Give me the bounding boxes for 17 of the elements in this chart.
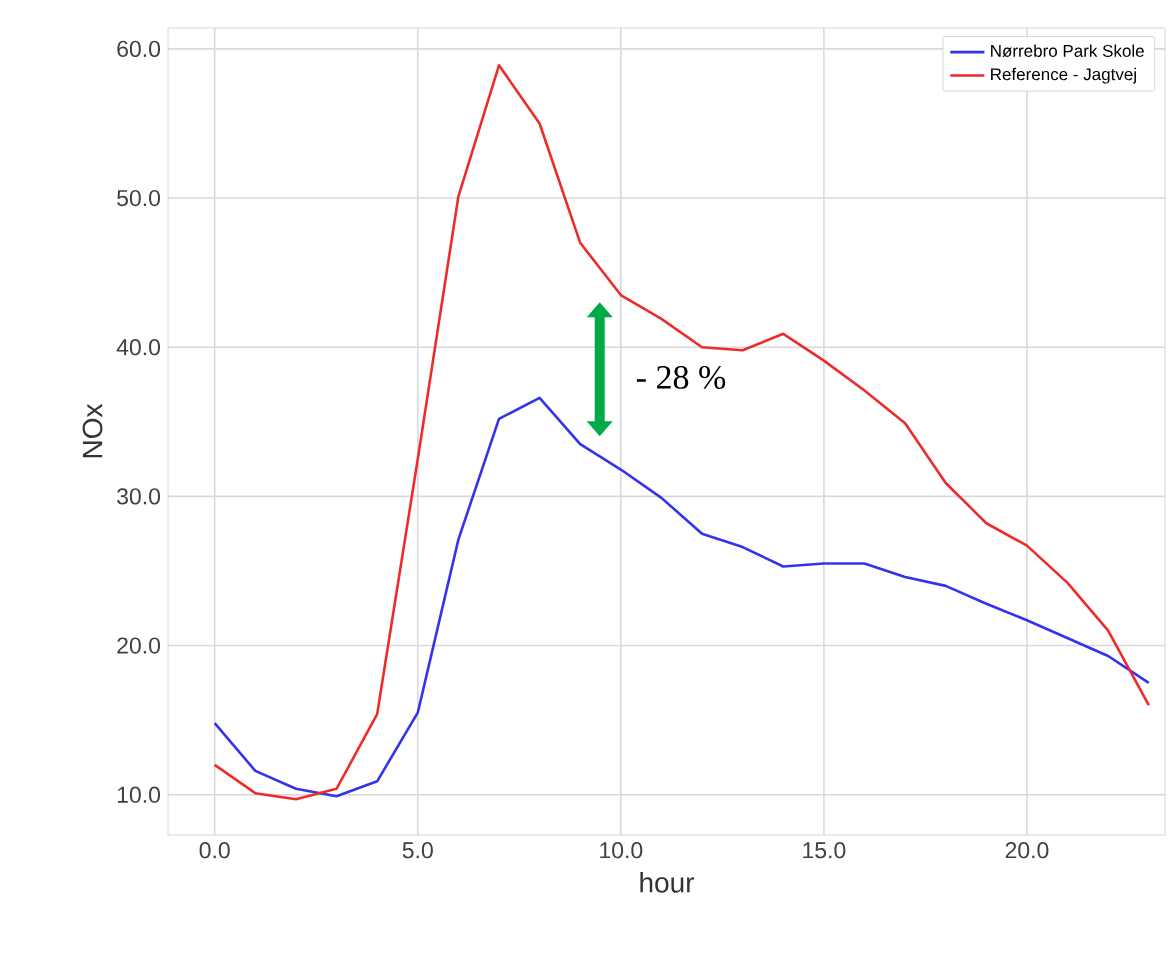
x-axis-title: hour	[640, 872, 695, 893]
x-tick-label: 20.0	[1005, 842, 1049, 859]
y-tick-label: 20.0	[117, 637, 161, 654]
x-tick-label: 0.0	[199, 842, 230, 859]
line-series	[213, 63, 1151, 801]
y-tick-label: 60.0	[117, 40, 161, 58]
annotation: - 28 %	[636, 365, 726, 389]
y-axis-title: NOx	[82, 403, 103, 458]
x-tick-label: 10.0	[600, 842, 643, 859]
legend-label: Reference - Jagtvej	[991, 67, 1136, 84]
legend-label: Nørrebro Park Skole	[991, 44, 1144, 58]
y-tick-label: 10.0	[117, 786, 161, 803]
y-tick-label: 40.0	[116, 339, 161, 356]
y-tick-label: 30.0	[117, 488, 161, 505]
x-tick-label: 5.0	[402, 842, 433, 859]
y-tick-label: 50.0	[117, 189, 161, 207]
x-tick-label: 15.0	[803, 842, 846, 859]
